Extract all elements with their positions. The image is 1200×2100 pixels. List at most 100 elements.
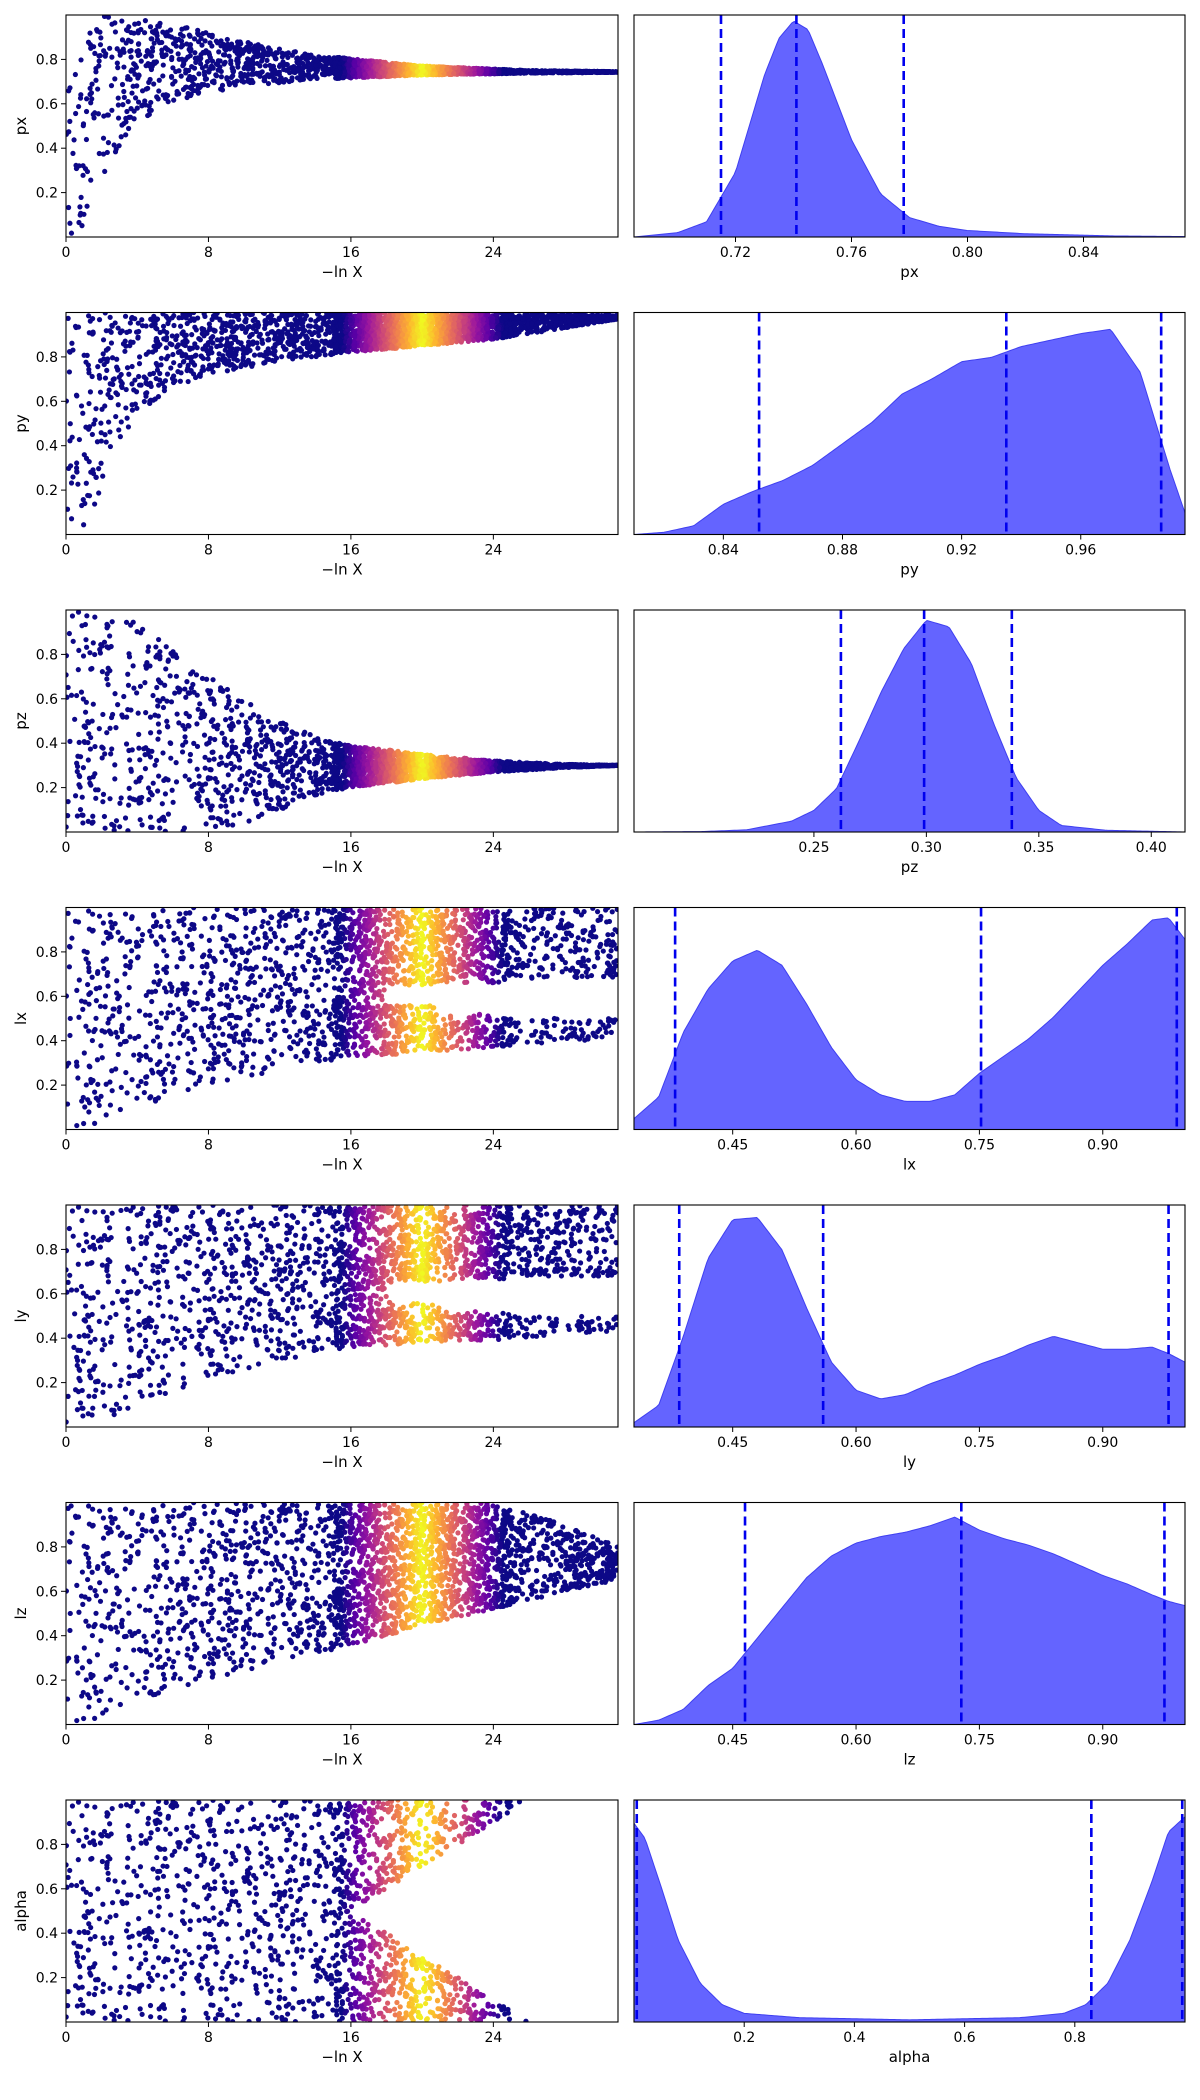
- scatter-py-point: [298, 316, 305, 323]
- scatter-px-point: [501, 70, 507, 76]
- scatter-py-point: [75, 481, 81, 487]
- scatter-px-point: [189, 83, 195, 89]
- scatter-py-point: [98, 438, 104, 444]
- scatter-px-point: [551, 68, 558, 74]
- scatter-px-point: [128, 29, 134, 36]
- scatter-px-point: [88, 43, 95, 50]
- scatter-px-point: [170, 41, 177, 47]
- scatter-px-point: [215, 67, 221, 73]
- scatter-py-point: [248, 312, 254, 317]
- scatter-py-point: [240, 344, 246, 351]
- scatter-px-point: [76, 103, 82, 110]
- scatter-py-point: [171, 322, 177, 329]
- scatter-px-point: [121, 88, 127, 95]
- scatter-px-point: [153, 59, 159, 65]
- scatter-py-point: [326, 325, 332, 331]
- scatter-px-point: [313, 69, 319, 76]
- scatter-py-point: [118, 383, 125, 389]
- scatter-py-point: [180, 359, 186, 365]
- scatter-px-point: [281, 66, 287, 73]
- scatter-py-point: [177, 323, 184, 329]
- scatter-py-point: [136, 382, 143, 388]
- scatter-px-point: [196, 71, 202, 77]
- scatter-px-point: [198, 83, 204, 89]
- scatter-px-point: [245, 78, 251, 84]
- scatter-py-point: [456, 322, 462, 329]
- scatter-py-point: [126, 371, 132, 377]
- scatter-py-point: [289, 340, 295, 346]
- scatter-py-point: [166, 317, 172, 323]
- scatter-py-point: [233, 312, 239, 316]
- scatter-px-point: [185, 76, 191, 82]
- scatter-px-point: [120, 102, 126, 108]
- scatter-px-point: [117, 49, 123, 55]
- scatter-py-point: [288, 352, 295, 358]
- scatter-px-point: [600, 69, 607, 75]
- scatter-py-point: [197, 337, 203, 343]
- scatter-py-point: [250, 317, 257, 324]
- scatter-px-point: [195, 90, 201, 96]
- scatter-py-point: [243, 316, 249, 322]
- scatter-px-point: [105, 15, 112, 20]
- scatter-px-point: [226, 79, 232, 85]
- scatter-px-point: [306, 54, 312, 60]
- scatter-px-point: [121, 94, 127, 100]
- scatter-px-point: [424, 64, 431, 70]
- scatter-py-point: [294, 312, 300, 318]
- scatter-px-point: [115, 95, 121, 101]
- scatter-px-point: [207, 40, 213, 46]
- scatter-py-point: [78, 403, 85, 409]
- scatter-py-point: [290, 356, 296, 362]
- scatter-py-point: [92, 501, 98, 507]
- scatter-px-points: [66, 15, 618, 236]
- scatter-px-point: [277, 78, 283, 84]
- scatter-py-point: [316, 351, 322, 357]
- scatter-py-point: [180, 341, 186, 347]
- scatter-px-point: [430, 71, 436, 77]
- scatter-px-point: [148, 53, 155, 59]
- scatter-py-point: [147, 398, 153, 404]
- scatter-px-point: [186, 32, 192, 38]
- scatter-py-point: [193, 374, 199, 381]
- scatter-py-point: [155, 343, 161, 350]
- scatter-px-point: [235, 43, 241, 49]
- scatter-py-point: [326, 319, 332, 325]
- scatter-py-point: [86, 366, 92, 373]
- scatter-px-point: [357, 70, 363, 76]
- scatter-py-point: [94, 439, 101, 445]
- scatter-py-point: [518, 324, 524, 330]
- scatter-px-point: [101, 15, 108, 20]
- scatter-px-point: [379, 70, 385, 76]
- scatter-px-point: [113, 146, 119, 152]
- scatter-px-point: [132, 62, 138, 68]
- scatter-px-point: [156, 88, 162, 94]
- scatter-py-point: [158, 362, 164, 368]
- scatter-py-point: [141, 398, 147, 405]
- scatter-px-point: [104, 112, 111, 118]
- scatter-px-point: [296, 61, 302, 67]
- scatter-py-point: [238, 362, 245, 368]
- scatter-px-point: [579, 69, 585, 75]
- scatter-px-point: [121, 49, 127, 55]
- scatter-px-point: [396, 67, 402, 73]
- scatter-py-point: [116, 374, 122, 380]
- scatter-py-point: [116, 427, 122, 433]
- scatter-px-point: [118, 134, 124, 140]
- scatter-px-point: [66, 204, 72, 211]
- scatter-px-point: [346, 74, 352, 80]
- scatter-py-point: [136, 354, 143, 360]
- scatter-px-point: [77, 212, 83, 218]
- scatter-px-point: [462, 65, 468, 71]
- scatter-py-point: [320, 321, 326, 327]
- scatter-px-point: [136, 72, 142, 79]
- scatter-py-point: [215, 361, 221, 367]
- scatter-px-point: [145, 60, 151, 67]
- scatter-py-point: [268, 350, 274, 356]
- kde-px-xlabel: px: [900, 263, 919, 281]
- scatter-px-point: [321, 71, 327, 78]
- scatter-py-point: [474, 316, 480, 322]
- scatter-px-point: [410, 65, 416, 71]
- scatter-px-point: [230, 73, 236, 79]
- scatter-py-point: [107, 314, 113, 320]
- scatter-px-point: [174, 88, 180, 95]
